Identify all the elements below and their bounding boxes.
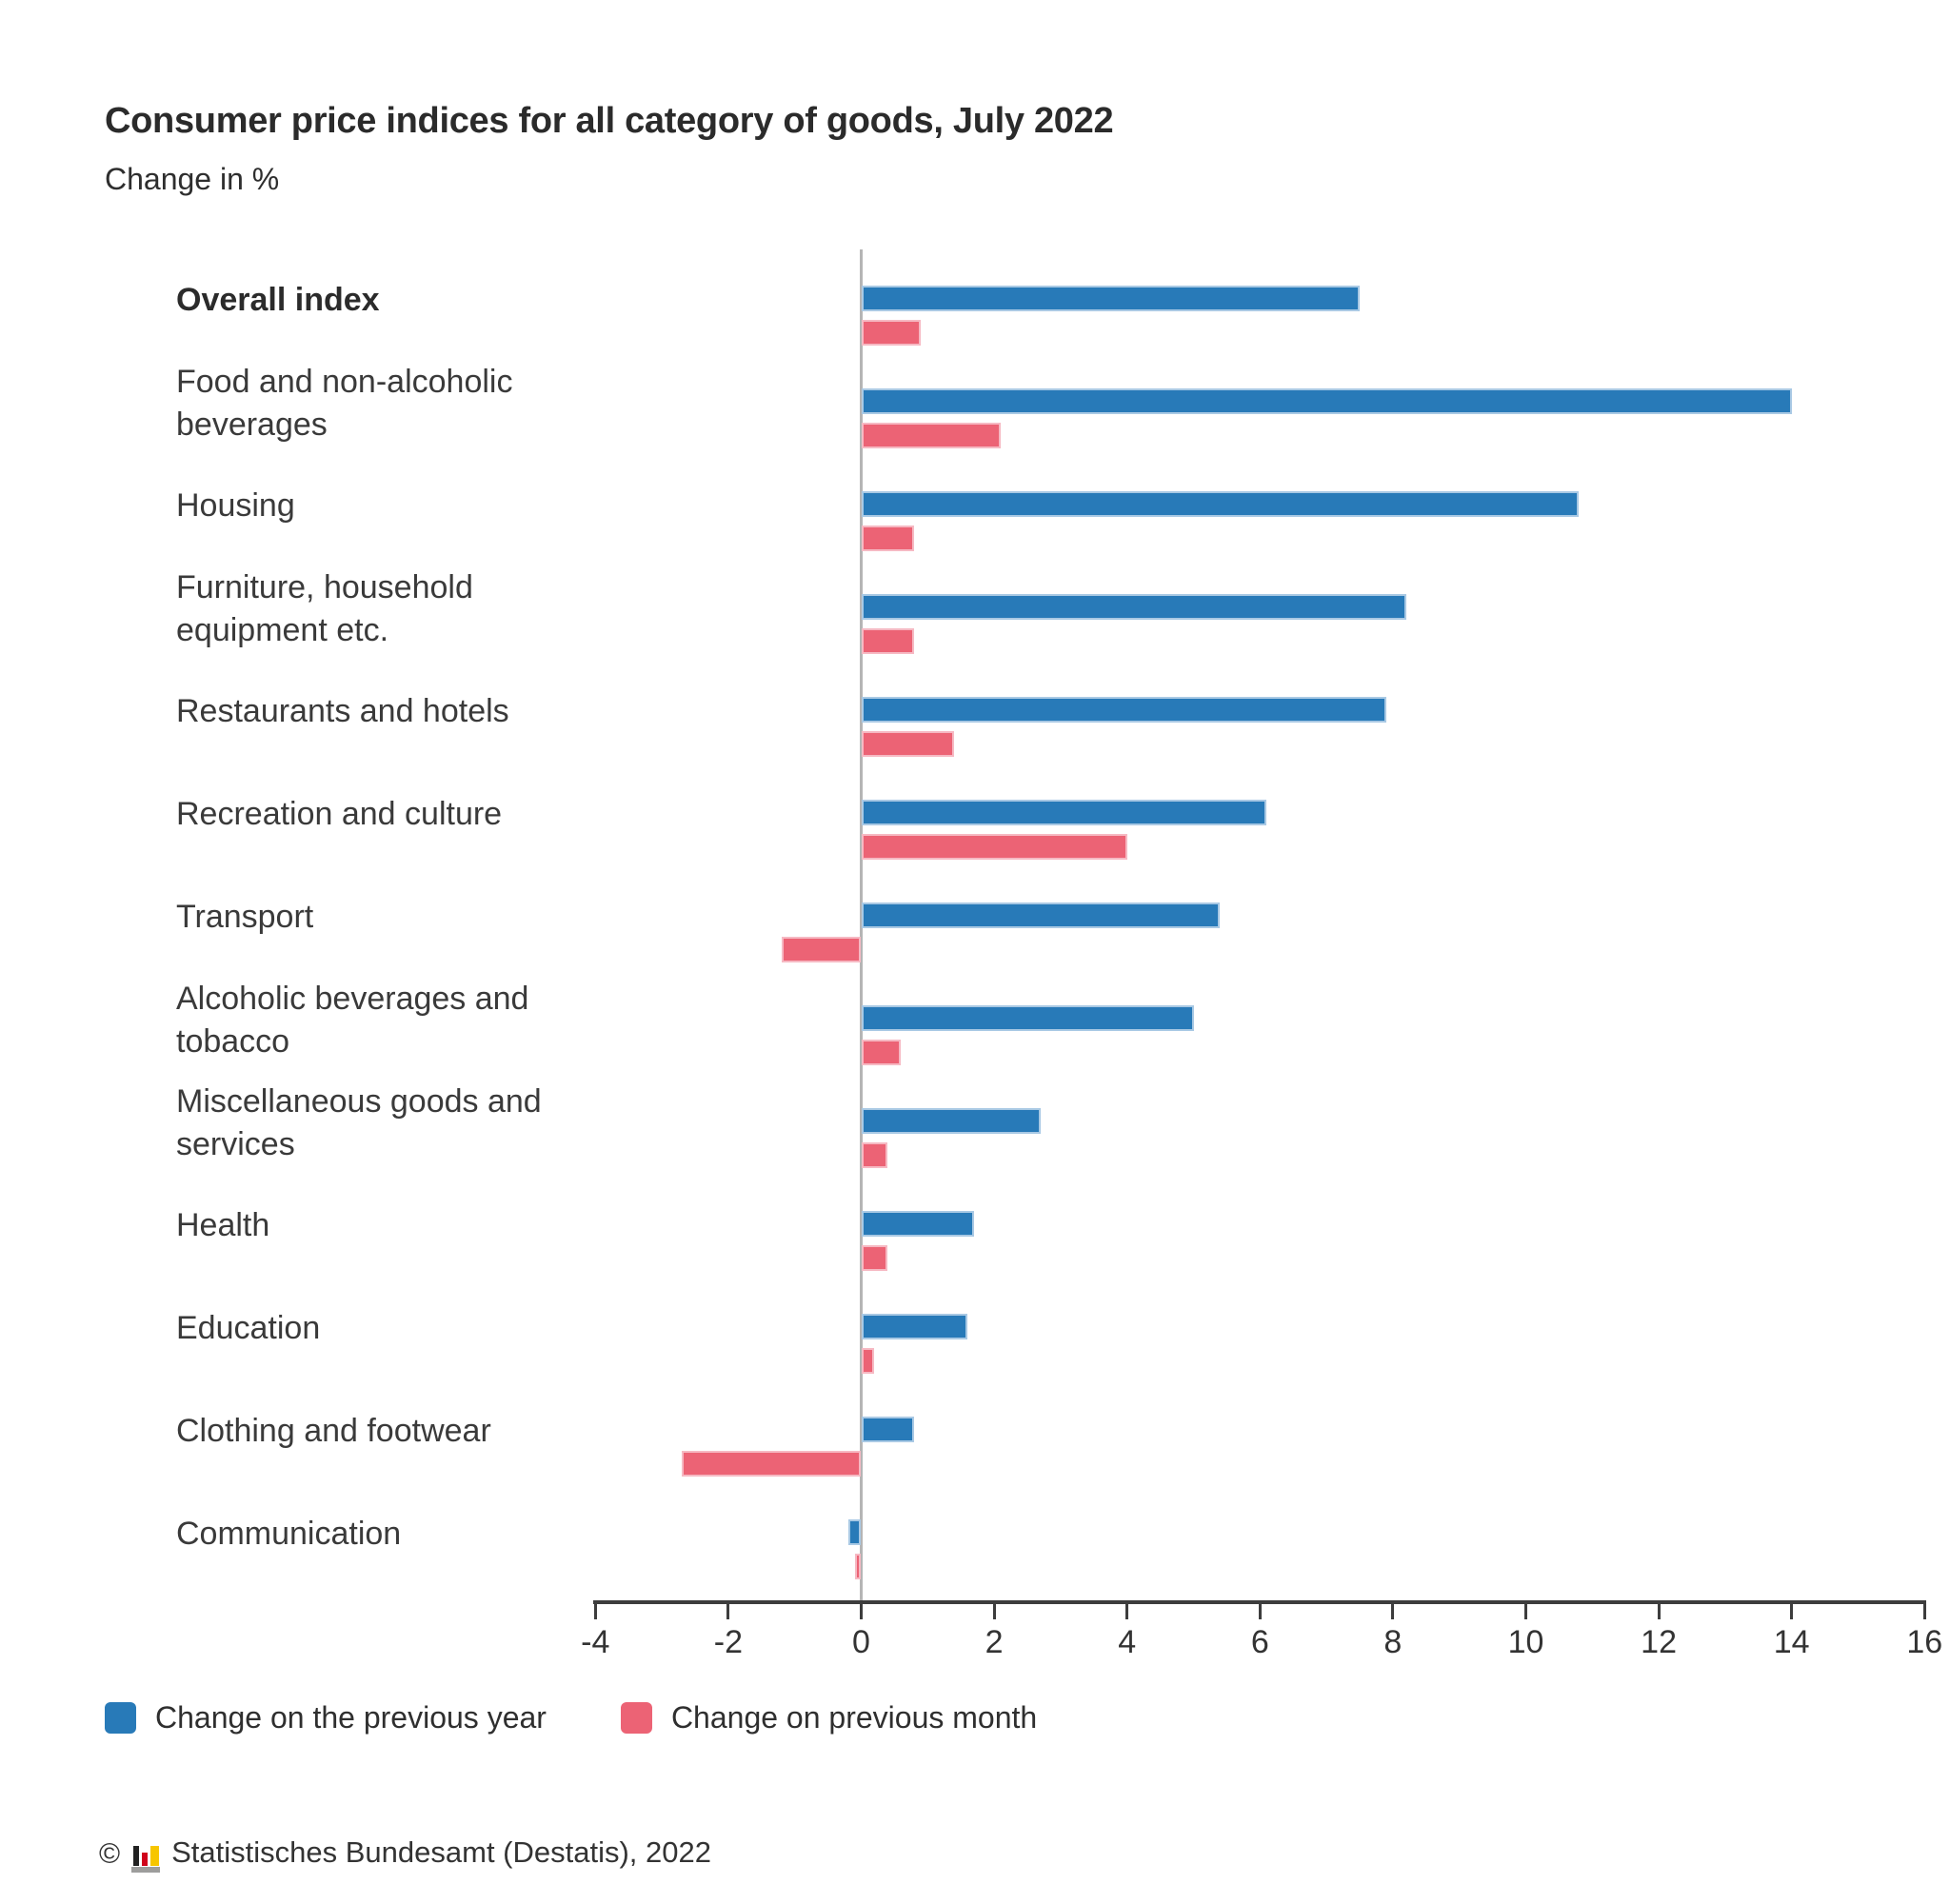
x-axis-tick-label: 4	[1118, 1624, 1137, 1660]
destatis-logo-bar	[142, 1853, 149, 1866]
legend-label-previous-year: Change on the previous year	[155, 1700, 547, 1735]
category-label: Education	[176, 1310, 321, 1347]
x-axis-tick-label: 0	[852, 1624, 870, 1660]
legend-item-previous-year: Change on the previous year	[105, 1700, 547, 1735]
x-axis-tick	[1125, 1604, 1129, 1619]
x-axis-tick-label: -2	[713, 1624, 743, 1660]
bar-change-previous-month	[781, 937, 862, 962]
bar-change-previous-month	[861, 1245, 888, 1271]
x-axis-tick-label: 14	[1773, 1624, 1810, 1660]
x-axis-tick-label: 6	[1250, 1624, 1269, 1660]
x-axis-tick-label: 10	[1507, 1624, 1544, 1660]
bar-change-previous-year	[861, 491, 1580, 517]
x-axis-tick	[593, 1604, 597, 1619]
destatis-logo-bar	[131, 1867, 161, 1873]
x-axis-tick	[1657, 1604, 1661, 1619]
x-axis-tick-label: -4	[581, 1624, 610, 1660]
bar-change-previous-month	[861, 1040, 902, 1065]
bar-change-previous-year	[861, 388, 1792, 414]
category-label: Furniture, household equipment etc.	[176, 568, 473, 648]
bar-change-previous-year	[861, 1417, 915, 1442]
bar-change-previous-year	[861, 1005, 1194, 1031]
legend-label-previous-month: Change on previous month	[670, 1700, 1038, 1735]
bar-change-previous-month	[861, 1348, 875, 1374]
bar-change-previous-year	[861, 800, 1267, 825]
destatis-logo-bar	[133, 1846, 140, 1866]
x-axis-tick	[1790, 1604, 1794, 1619]
legend-swatch-previous-year-icon	[105, 1702, 136, 1734]
bar-change-previous-year	[861, 902, 1221, 928]
footer: © Statistisches Bundesamt (Destatis), 20…	[99, 1835, 711, 1873]
x-axis-tick-label: 8	[1383, 1624, 1403, 1660]
x-axis-line	[593, 1600, 1926, 1604]
x-axis-tick	[1391, 1604, 1395, 1619]
category-label: Food and non-alcoholic beverages	[176, 363, 513, 443]
destatis-logo-icon	[131, 1839, 161, 1873]
bar-change-previous-month	[861, 628, 915, 654]
category-label: Housing	[176, 487, 295, 525]
category-label: Clothing and footwear	[176, 1413, 491, 1450]
x-axis-tick-label: 2	[985, 1624, 1004, 1660]
bar-change-previous-month	[854, 1554, 862, 1579]
bar-change-previous-year	[861, 286, 1360, 311]
category-label: Transport	[176, 899, 314, 936]
bar-change-previous-month	[861, 834, 1127, 860]
legend-swatch-previous-month-icon	[620, 1702, 652, 1734]
category-label: Miscellaneous goods and services	[176, 1082, 542, 1162]
source-text: Statistisches Bundesamt (Destatis), 2022	[171, 1835, 711, 1869]
chart-subtitle: Change in %	[105, 162, 280, 196]
legend-item-previous-month: Change on previous month	[620, 1700, 1038, 1735]
x-axis-tick-label: 16	[1906, 1624, 1943, 1660]
x-axis-tick	[726, 1604, 730, 1619]
bar-change-previous-year	[861, 1108, 1041, 1134]
x-axis-tick	[992, 1604, 996, 1619]
category-label: Recreation and culture	[176, 796, 503, 833]
bar-change-previous-year	[847, 1519, 862, 1545]
bar-change-previous-month	[861, 1142, 888, 1168]
bar-change-previous-month	[682, 1451, 862, 1477]
copyright-symbol: ©	[99, 1838, 121, 1870]
category-label: Alcoholic beverages and tobacco	[176, 980, 529, 1060]
chart-title: Consumer price indices for all category …	[105, 101, 1114, 141]
x-axis-tick-label: 12	[1641, 1624, 1677, 1660]
x-axis-tick	[1258, 1604, 1262, 1619]
bar-change-previous-year	[861, 594, 1406, 620]
bar-change-previous-year	[861, 1314, 968, 1339]
x-axis-tick	[1922, 1604, 1926, 1619]
legend: Change on the previous year Change on pr…	[105, 1700, 1037, 1735]
bar-change-previous-year	[861, 697, 1386, 723]
category-label: Restaurants and hotels	[176, 693, 509, 730]
category-label: Communication	[176, 1516, 402, 1553]
category-label: Health	[176, 1207, 270, 1244]
category-label: Overall index	[176, 282, 380, 319]
x-axis-tick	[1524, 1604, 1527, 1619]
bar-change-previous-month	[861, 423, 1002, 448]
bar-change-previous-month	[861, 731, 955, 757]
bar-change-previous-month	[861, 320, 922, 346]
x-axis-tick	[860, 1604, 863, 1619]
bar-change-previous-year	[861, 1211, 975, 1237]
destatis-logo-bar	[150, 1846, 160, 1866]
bar-change-previous-month	[861, 526, 915, 551]
